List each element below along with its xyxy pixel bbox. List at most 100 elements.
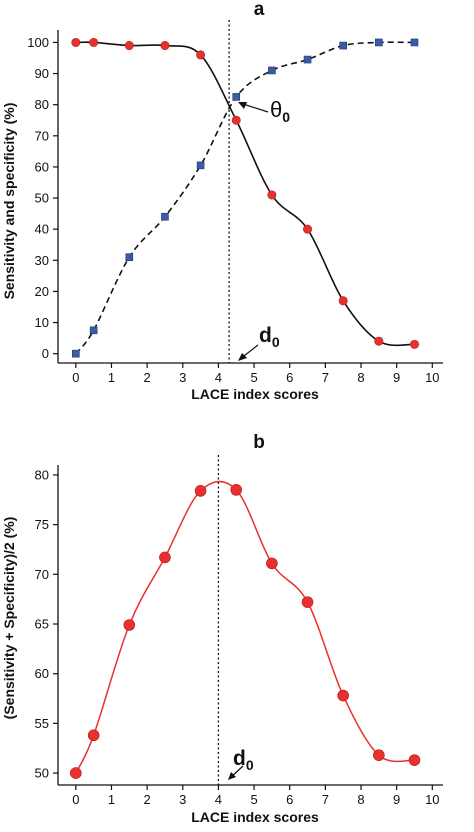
panel-b-series-0-circle-marker <box>337 689 349 702</box>
panel-a-x-tick-label: 0 <box>72 370 79 385</box>
panel-a-y-tick-label: 70 <box>35 128 49 143</box>
theta-subscript: 0 <box>282 109 290 125</box>
panel-a-curves <box>75 41 415 355</box>
panel-b-x-tick-label: 2 <box>144 792 151 807</box>
panel-a-series-1-square-marker <box>303 55 312 64</box>
panel-b-y-axis-title: (Sensitivity + Specificity)/2 (%) <box>1 517 17 720</box>
panel-a-series-0-circle-marker <box>303 224 313 234</box>
panel-b-x-tick-label: 5 <box>250 792 257 807</box>
panel-b-d-symbol: d <box>233 747 246 770</box>
panel-a-series-0-circle-marker <box>231 115 241 125</box>
panel-a-series-0-circle-marker <box>267 190 277 200</box>
theta-symbol: θ <box>270 97 282 122</box>
panel-b-series-0-circle-marker <box>123 619 136 631</box>
panel-b-series-0-circle-marker <box>70 767 82 779</box>
panel-b-x-tick-label: 0 <box>72 792 79 807</box>
panel-a-x-tick-label: 10 <box>425 370 439 385</box>
panel-b-letter: b <box>253 432 265 453</box>
panel-a-d-subscript: 0 <box>272 334 280 350</box>
panel-b-x-tick-label: 1 <box>108 792 115 807</box>
panel-a-y-axis-title: Sensitivity and specificity (%) <box>1 103 17 300</box>
panel-b-y-tick-label: 65 <box>35 617 49 632</box>
panel-a-x-tick-label: 3 <box>179 370 186 385</box>
panel-a-x-axis-title: LACE index scores <box>191 386 319 402</box>
theta-label: θ0 <box>270 97 290 125</box>
panel-a-d-label: d0 <box>259 324 280 350</box>
panel-a-y-tick-label: 40 <box>35 222 49 237</box>
theta-arrowhead <box>238 102 247 109</box>
panel-b: b 0 1 2 3 4 5 6 7 8 9 10 50 55 60 65 70 75 80 LACE index … <box>1 432 443 825</box>
panel-b-x-tick-label: 8 <box>357 792 364 807</box>
panel-a-series-1-square-marker <box>268 66 276 75</box>
panel-a-series-0-line <box>75 41 415 347</box>
panel-b-x-axis-title: LACE index scores <box>191 809 319 825</box>
panel-b-y-tick-label: 80 <box>35 467 49 482</box>
panel-b-y-tick-label: 50 <box>35 766 49 781</box>
panel-b-d-label: d0 <box>233 747 254 773</box>
panel-a-x-tick-label: 9 <box>393 370 400 385</box>
panel-a-x-tick-label: 2 <box>144 370 151 385</box>
panel-a-series-1-square-marker <box>196 161 205 170</box>
panel-b-series-0-circle-marker <box>373 749 385 761</box>
panel-a-x-tick-label: 7 <box>322 370 329 385</box>
panel-a-x-tick-label: 8 <box>357 370 364 385</box>
panel-b-d-arrowhead <box>228 772 236 780</box>
panel-a-y-tick-label: 90 <box>35 66 49 81</box>
panel-a-x-tick-label: 4 <box>215 370 222 385</box>
panel-a-series-0-circle-marker <box>71 37 81 47</box>
panel-a-series-1-square-marker <box>375 38 383 47</box>
panel-a-letter: a <box>254 0 265 20</box>
panel-b-series-0-circle-marker <box>301 596 314 608</box>
panel-a-y-tick-label: 60 <box>35 159 49 174</box>
panel-a-y-tick-label: 100 <box>27 35 49 50</box>
panel-b-series-0-circle-marker <box>194 485 207 497</box>
panel-a-x-tick-label: 1 <box>108 370 115 385</box>
panel-b-y-tick-label: 70 <box>35 567 49 582</box>
panel-a-y-tick-label: 10 <box>35 315 49 330</box>
panel-a-y-tick-label: 0 <box>42 346 49 361</box>
panel-b-y-tick-label: 60 <box>35 666 49 681</box>
panel-a-series-0-circle-marker <box>196 50 206 60</box>
panel-a-series-0-circle-marker <box>124 41 134 51</box>
panel-b-markers <box>70 484 421 779</box>
panel-b-d-subscript: 0 <box>246 757 254 773</box>
panel-a-series-1-square-marker <box>410 38 419 47</box>
panel-a-series-1-square-marker <box>339 41 347 50</box>
panel-b-x-tick-label: 9 <box>393 792 400 807</box>
panel-a-y-tick-label: 20 <box>35 284 49 299</box>
panel-b-x-tick-label: 10 <box>425 792 439 807</box>
panel-b-series-0-circle-marker <box>230 484 243 496</box>
panel-a-series-0-circle-marker <box>338 296 348 306</box>
panel-a-series-0-circle-marker <box>409 339 419 349</box>
panel-a-x-tick-label: 6 <box>286 370 293 385</box>
panel-a-series-0-circle-marker <box>374 336 384 346</box>
panel-b-x-tick-label: 4 <box>215 792 222 807</box>
panel-a-series-0-circle-marker <box>160 41 170 51</box>
panel-b-series-0-circle-marker <box>87 729 100 742</box>
panel-a-series-0-circle-marker <box>89 37 99 47</box>
panel-b-ticks: 0 1 2 3 4 5 6 7 8 9 10 50 55 60 65 70 75 80 <box>35 467 440 807</box>
panel-a-x-tick-label: 5 <box>250 370 257 385</box>
panel-a-y-tick-label: 30 <box>35 253 49 268</box>
panel-a-d-symbol: d <box>259 324 272 347</box>
panel-a-markers <box>71 37 419 358</box>
panel-a-series-1-square-marker <box>232 93 241 101</box>
panel-b-series-0-circle-marker <box>159 551 171 564</box>
panel-b-y-tick-label: 55 <box>35 716 49 731</box>
panel-a-y-tick-label: 50 <box>35 191 49 206</box>
panel-a-d-arrowhead <box>238 353 247 361</box>
panel-b-series-0-circle-marker <box>266 557 278 570</box>
panel-b-series-0-circle-marker <box>408 754 421 766</box>
panel-a-series-1-line <box>75 41 415 355</box>
panel-b-x-tick-label: 3 <box>179 792 186 807</box>
panel-b-y-tick-label: 75 <box>35 517 49 532</box>
panel-a-series-1-square-marker <box>72 349 80 358</box>
panel-a-series-1-square-marker <box>89 326 98 335</box>
panel-b-x-tick-label: 6 <box>286 792 293 807</box>
panel-a-y-tick-label: 80 <box>35 97 49 112</box>
panel-a-series-1-square-marker <box>161 212 169 221</box>
panel-b-x-tick-label: 7 <box>322 792 329 807</box>
